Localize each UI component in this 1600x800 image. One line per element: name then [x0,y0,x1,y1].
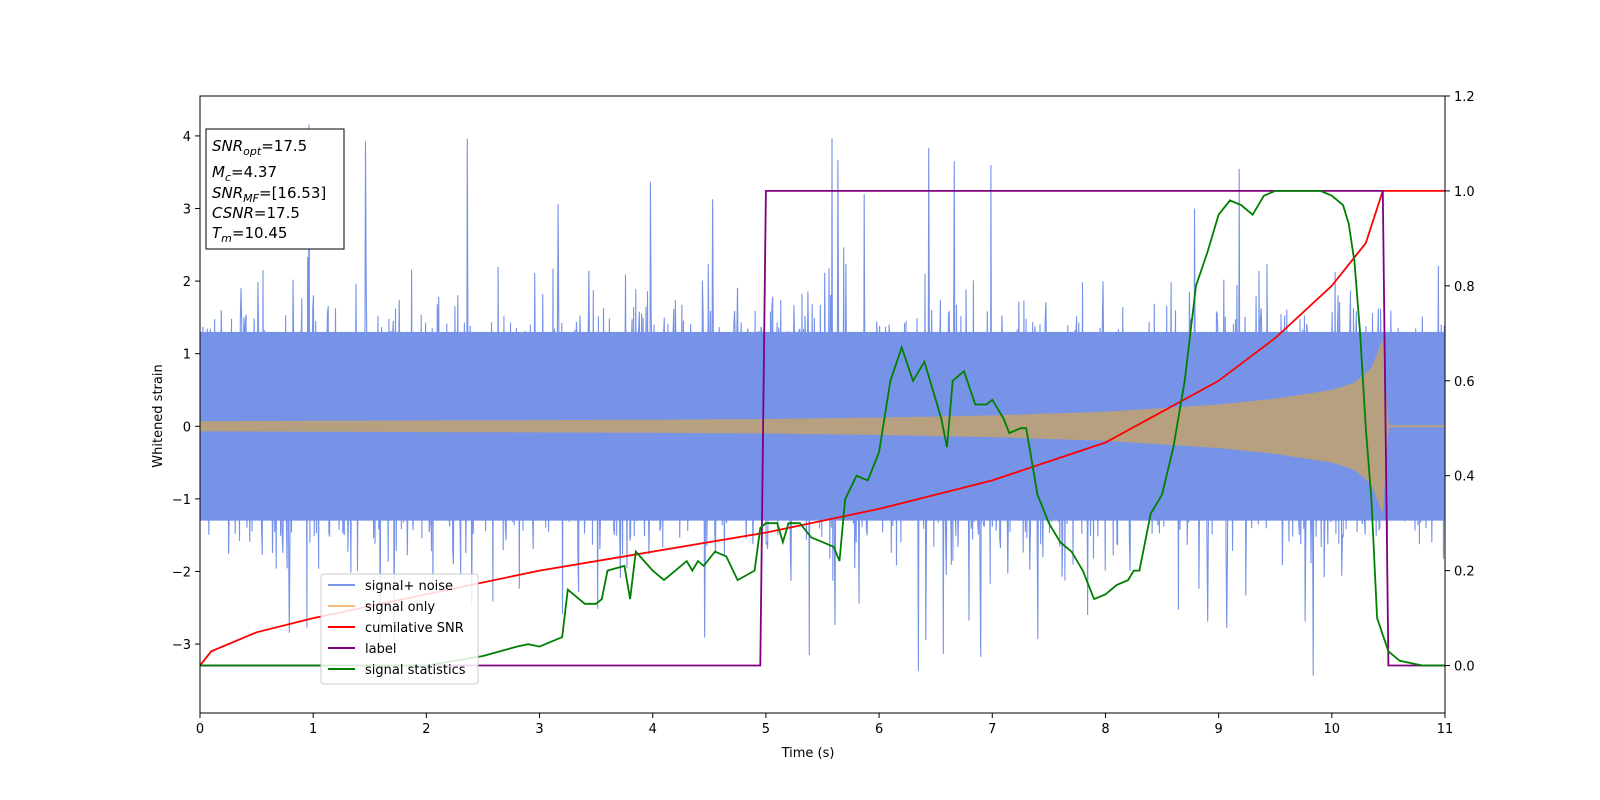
plot-frame [199,95,1446,714]
y-tick-label: −3 [172,638,191,653]
y-axis-right-ticks: 0.0 0.2 0.4 0.6 0.8 1.0 1.2 [1445,90,1475,675]
x-axis-ticks: 0 1 2 3 4 5 6 7 8 9 10 11 [196,713,1453,737]
series-signal-only [200,339,1445,514]
info-box: SNRopt=17.5 Mc=4.37 SNRMF=[16.53] CSNR=1… [205,128,345,250]
info-tm: Tm=10.45 [212,224,287,245]
series-label [200,190,1445,667]
legend-label-signal-only: signal only [365,600,435,615]
info-snr-mf: SNRMF=[16.53] [212,184,326,205]
y-tick-label: −1 [172,493,191,508]
legend-label-signal-noise: signal+ noise [365,579,453,594]
y-axis-left-ticks: −3 −2 −1 0 1 2 3 4 [172,130,200,653]
series-signal-statistics [200,190,1445,667]
info-snr-opt: SNRopt=17.5 [212,137,307,158]
y2-tick-label: 0.2 [1454,565,1475,580]
x-tick-label: 5 [762,722,770,737]
y-tick-label: 4 [183,130,191,145]
y-axis-label: Whitened strain [151,364,166,467]
x-tick-label: 0 [196,722,204,737]
x-tick-label: 4 [649,722,657,737]
y2-tick-label: 1.2 [1454,90,1475,105]
plot-area [200,124,1445,676]
x-tick-label: 11 [1437,722,1454,737]
y2-tick-label: 0.6 [1454,375,1475,390]
x-tick-label: 10 [1324,722,1341,737]
x-tick-label: 7 [988,722,996,737]
x-tick-label: 2 [422,722,430,737]
info-csnr: CSNR=17.5 [212,204,300,222]
x-tick-label: 1 [309,722,317,737]
x-tick-label: 8 [1101,722,1109,737]
legend-label-signal-statistics: signal statistics [365,663,466,678]
y-tick-label: 0 [183,420,191,435]
y-tick-label: 1 [183,348,191,363]
y2-tick-label: 0.0 [1454,660,1475,675]
y2-tick-label: 1.0 [1454,185,1475,200]
x-tick-label: 9 [1214,722,1222,737]
info-mc: Mc=4.37 [212,163,277,184]
y2-tick-label: 0.4 [1454,470,1475,485]
x-tick-label: 3 [535,722,543,737]
x-axis-label: Time (s) [781,746,835,761]
y-tick-label: 2 [183,275,191,290]
legend: signal+ noise signal only cumilative SNR… [320,573,479,685]
y2-tick-label: 0.8 [1454,280,1475,295]
legend-label-cumulative-snr: cumilative SNR [365,621,464,636]
y-tick-label: 3 [183,203,191,218]
series-cumulative-snr [200,190,1445,667]
y-tick-label: −2 [172,565,191,580]
x-tick-label: 6 [875,722,883,737]
legend-label-label: label [365,642,396,657]
